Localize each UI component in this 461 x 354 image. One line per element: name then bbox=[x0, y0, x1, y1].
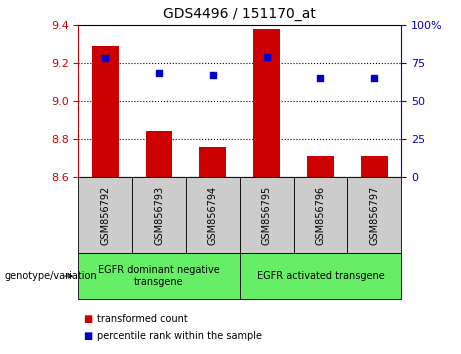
Point bbox=[317, 75, 324, 81]
Bar bbox=[92, 46, 118, 177]
Bar bbox=[307, 156, 334, 177]
Point bbox=[371, 75, 378, 81]
Text: GSM856797: GSM856797 bbox=[369, 185, 379, 245]
Text: ■: ■ bbox=[83, 314, 92, 324]
Text: transformed count: transformed count bbox=[97, 314, 188, 324]
Point bbox=[209, 72, 217, 78]
Text: percentile rank within the sample: percentile rank within the sample bbox=[97, 331, 262, 341]
Text: ■: ■ bbox=[83, 331, 92, 341]
Point bbox=[263, 54, 270, 59]
Title: GDS4496 / 151170_at: GDS4496 / 151170_at bbox=[163, 7, 316, 21]
Text: GSM856794: GSM856794 bbox=[208, 185, 218, 245]
Text: GSM856793: GSM856793 bbox=[154, 185, 164, 245]
Text: GSM856795: GSM856795 bbox=[261, 185, 272, 245]
Bar bbox=[253, 29, 280, 177]
Point bbox=[155, 71, 163, 76]
Text: genotype/variation: genotype/variation bbox=[5, 271, 97, 281]
Bar bbox=[146, 131, 172, 177]
Text: GSM856796: GSM856796 bbox=[315, 185, 325, 245]
Point bbox=[101, 56, 109, 61]
Bar bbox=[199, 147, 226, 177]
Text: GSM856792: GSM856792 bbox=[100, 185, 110, 245]
Bar bbox=[361, 156, 388, 177]
Text: EGFR activated transgene: EGFR activated transgene bbox=[256, 271, 384, 281]
Text: EGFR dominant negative
transgene: EGFR dominant negative transgene bbox=[98, 265, 220, 287]
